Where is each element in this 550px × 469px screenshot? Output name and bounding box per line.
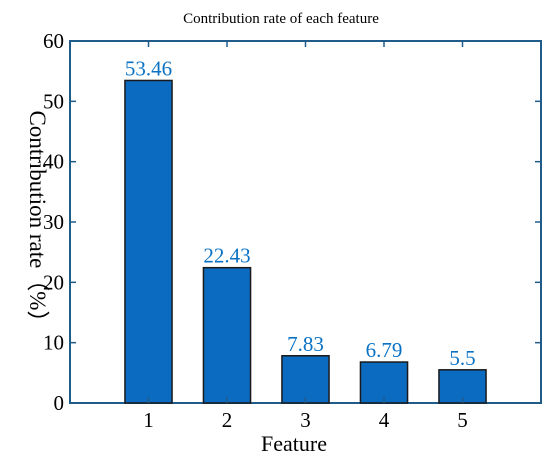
x-axis-label: Feature xyxy=(261,431,327,456)
y-tick-label: 40 xyxy=(43,150,64,174)
y-tick-label: 10 xyxy=(43,331,64,355)
bar xyxy=(202,266,252,404)
plot-area: 0 10 20 30 40 50 60 53.46 1 22.43 2 7.83 3 6.79 4 5.5 5 xyxy=(43,29,542,432)
y-tick-label: 60 xyxy=(43,29,64,53)
data-label: 5.5 xyxy=(449,346,475,370)
data-label: 6.79 xyxy=(366,338,403,362)
bar xyxy=(281,355,330,404)
y-tick-label: 0 xyxy=(54,391,65,415)
x-tick-label: 5 xyxy=(457,408,468,432)
bar xyxy=(124,79,173,404)
data-label: 22.43 xyxy=(203,244,250,268)
x-tick-label: 4 xyxy=(379,408,390,432)
y-tick-label: 50 xyxy=(43,89,64,113)
y-tick-label: 20 xyxy=(43,270,64,294)
data-label: 53.46 xyxy=(125,56,172,80)
x-tick-label: 1 xyxy=(143,408,154,432)
chart-title: Contribution rate of each feature xyxy=(183,11,379,27)
bar xyxy=(359,361,409,404)
data-label: 7.83 xyxy=(287,332,324,356)
y-tick-label: 30 xyxy=(43,210,64,234)
x-tick-label: 3 xyxy=(300,408,311,432)
y-axis-label: Contribution rate（%） xyxy=(25,111,50,334)
x-tick-label: 2 xyxy=(222,408,233,432)
